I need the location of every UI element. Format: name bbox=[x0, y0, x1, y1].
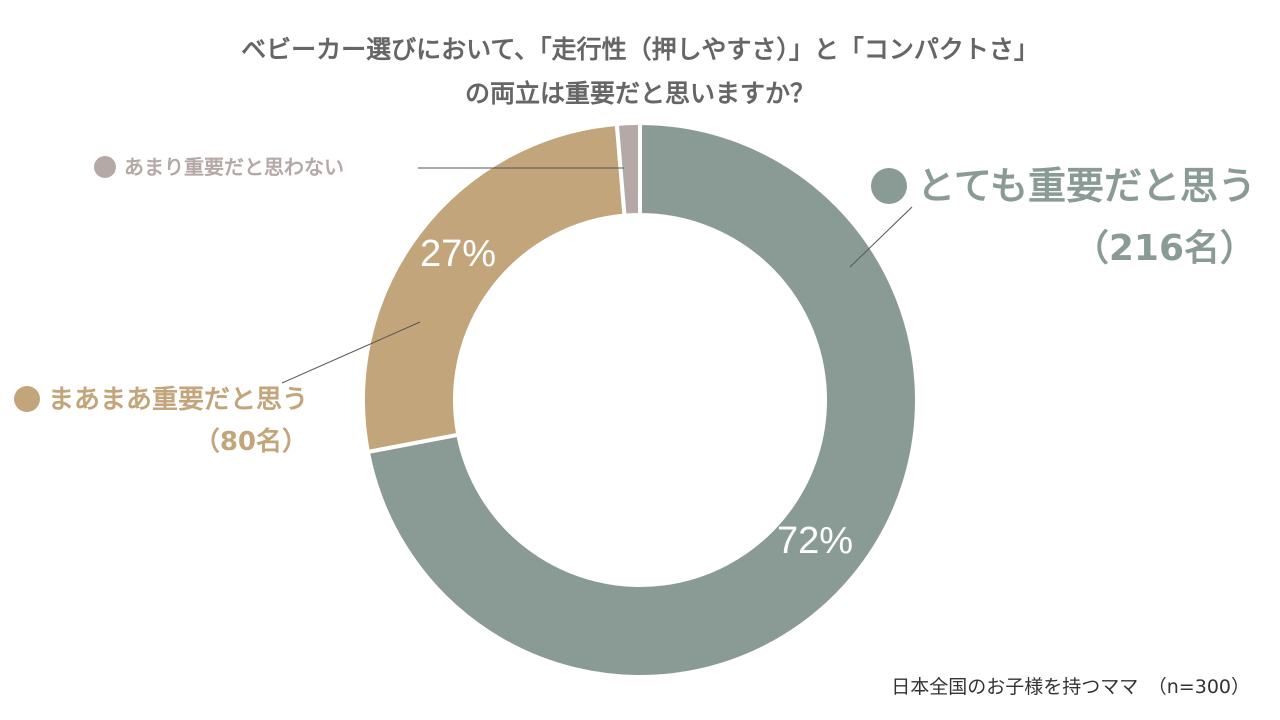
leader-line-very-important bbox=[849, 206, 913, 268]
legend-label-very-important: とても重要だと思う bbox=[917, 164, 1256, 208]
legend-dot-very-important bbox=[871, 167, 908, 204]
legend-not-important: あまり重要だと思わない bbox=[94, 150, 344, 184]
legend-label-not-important: あまり重要だと思わない bbox=[124, 155, 344, 179]
percent-label-somewhat-important: 27% bbox=[420, 233, 496, 275]
legend-label-somewhat-important: まあまあ重要だと思う bbox=[48, 385, 309, 415]
legend-dot-not-important bbox=[94, 156, 116, 178]
chart-title-line-1: ベビーカー選びにおいて、「走行性（押しやすさ）」と「コンパクトさ」 bbox=[241, 35, 1039, 64]
leader-lines bbox=[281, 167, 913, 384]
percent-label-very-important: 72% bbox=[777, 520, 853, 562]
slice-not-important bbox=[614, 120, 642, 218]
leader-line-somewhat-important bbox=[281, 321, 421, 384]
slice-somewhat-important bbox=[361, 121, 627, 455]
legend-count-somewhat-important: （80名） bbox=[193, 427, 309, 457]
chart-title: ベビーカー選びにおいて、「走行性（押しやすさ）」と「コンパクトさ」 の両立は重要… bbox=[0, 28, 1280, 116]
legend-very-important: とても重要だと思う （216名） bbox=[871, 158, 1256, 276]
donut-slices bbox=[361, 120, 919, 679]
sample-footnote: 日本全国のお子様を持つママ （n=300） bbox=[891, 676, 1250, 698]
legend-somewhat-important: まあまあ重要だと思う （80名） bbox=[14, 378, 308, 462]
percent-labels: 72% 27% bbox=[420, 233, 853, 562]
legend-count-very-important: （216名） bbox=[1072, 228, 1256, 269]
legend-dot-somewhat-important bbox=[14, 385, 40, 412]
slice-very-important bbox=[365, 120, 919, 679]
chart-title-line-2: の両立は重要だと思いますか？ bbox=[464, 79, 815, 108]
